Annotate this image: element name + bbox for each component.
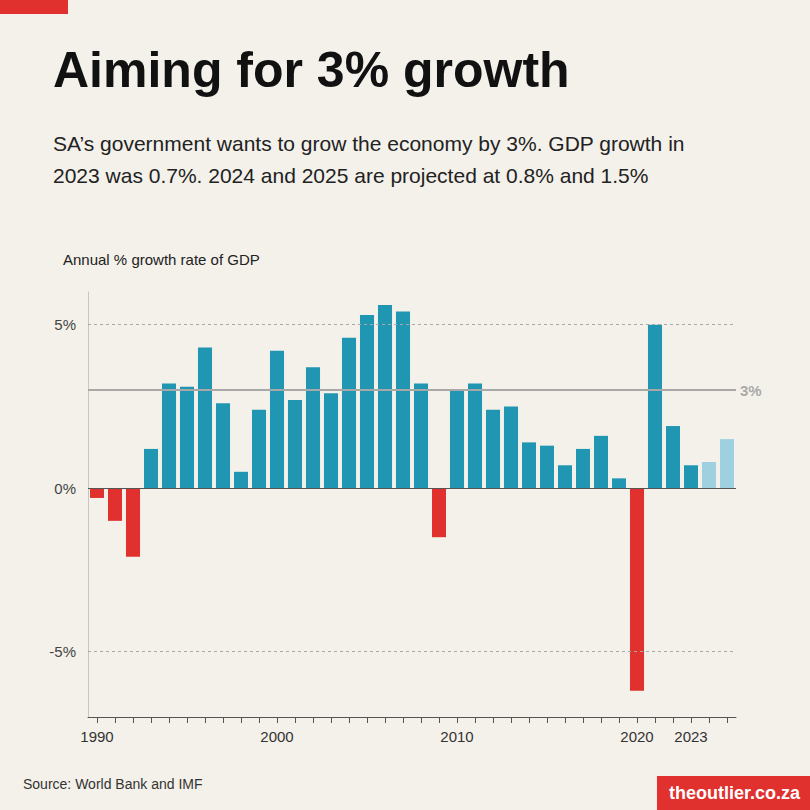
svg-text:5%: 5%: [54, 316, 76, 333]
svg-text:Source: World Bank and IMF: Source: World Bank and IMF: [23, 776, 202, 792]
svg-text:Aiming for 3% growth: Aiming for 3% growth: [53, 42, 570, 98]
svg-text:2010: 2010: [440, 728, 473, 745]
svg-text:SA’s government wants to grow: SA’s government wants to grow the econom…: [53, 132, 690, 155]
svg-text:3%: 3%: [740, 382, 762, 399]
svg-text:2020: 2020: [620, 728, 653, 745]
svg-text:2023: 2023: [674, 728, 707, 745]
svg-text:1990: 1990: [80, 728, 113, 745]
svg-text:theoutlier.co.za: theoutlier.co.za: [669, 783, 801, 803]
svg-text:-5%: -5%: [49, 643, 76, 660]
svg-text:2023 was 0.7%. 2024 and 2025 a: 2023 was 0.7%. 2024 and 2025 are project…: [53, 164, 648, 187]
svg-text:Annual % growth rate of GDP: Annual % growth rate of GDP: [63, 251, 260, 268]
svg-text:2000: 2000: [260, 728, 293, 745]
svg-text:0%: 0%: [54, 480, 76, 497]
